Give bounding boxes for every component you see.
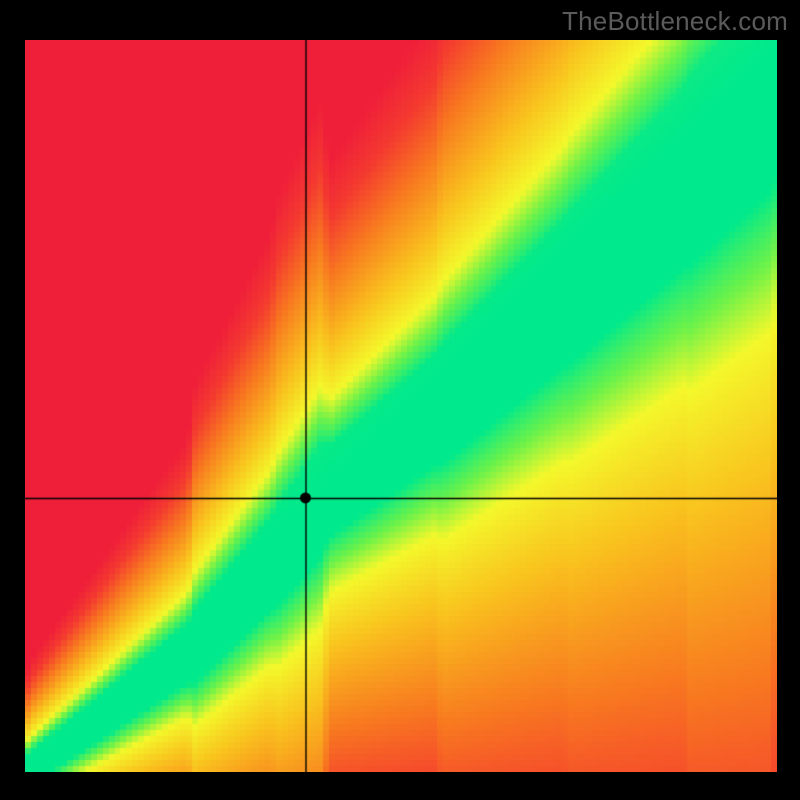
watermark-text: TheBottleneck.com xyxy=(562,6,788,37)
figure-frame: TheBottleneck.com xyxy=(0,0,800,800)
heatmap-canvas xyxy=(25,40,777,772)
